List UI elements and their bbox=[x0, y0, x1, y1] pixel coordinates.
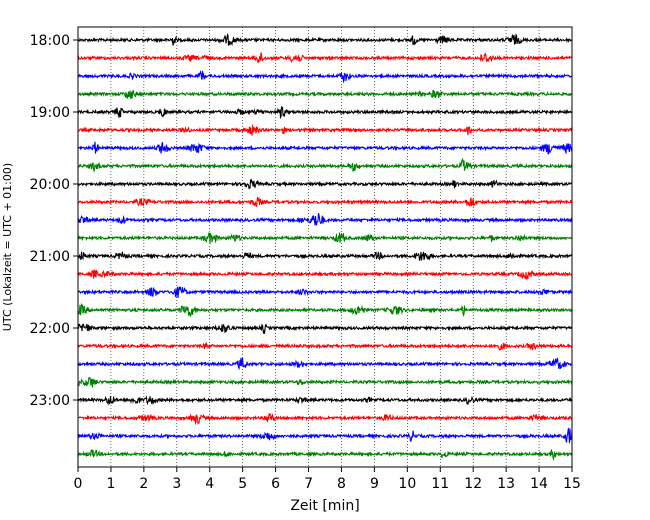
y-axis-ticks: 18:00 19:00 20:00 21:00 22:00 23:00 bbox=[30, 33, 78, 409]
seismogram-trace bbox=[77, 269, 573, 281]
x-tick-label: 14 bbox=[530, 476, 548, 492]
y-tick-label: 21:00 bbox=[30, 249, 70, 265]
y-tick-label: 22:00 bbox=[30, 321, 70, 337]
seismogram-trace bbox=[77, 286, 573, 298]
seismogram-trace bbox=[77, 178, 573, 190]
seismogram-trace bbox=[77, 69, 573, 84]
seismogram-trace bbox=[77, 32, 573, 47]
seismogram-trace bbox=[77, 141, 573, 155]
seismogram-trace bbox=[77, 124, 573, 136]
seismogram-trace bbox=[77, 232, 573, 245]
x-tick-label: 3 bbox=[172, 476, 181, 492]
x-tick-label: 4 bbox=[205, 476, 214, 492]
x-tick-label: 8 bbox=[337, 476, 346, 492]
y-tick-label: 20:00 bbox=[30, 177, 70, 193]
seismogram-trace bbox=[77, 357, 573, 371]
seismogram-trace bbox=[77, 427, 573, 444]
x-tick-label: 2 bbox=[139, 476, 148, 492]
seismogram-trace bbox=[77, 395, 573, 406]
grid-lines bbox=[110, 27, 540, 467]
seismogram-trace bbox=[77, 323, 573, 334]
x-tick-label: 1 bbox=[106, 476, 115, 492]
seismogram-trace bbox=[77, 302, 573, 318]
seismogram-trace bbox=[77, 342, 573, 351]
seismogram-trace bbox=[77, 213, 573, 226]
trace-layer bbox=[77, 32, 573, 462]
x-tick-label: 12 bbox=[464, 476, 482, 492]
x-tick-label: 9 bbox=[370, 476, 379, 492]
seismogram-trace bbox=[77, 413, 573, 426]
seismogram-trace bbox=[77, 376, 573, 388]
y-tick-label: 23:00 bbox=[30, 393, 70, 409]
y-tick-label: 19:00 bbox=[30, 105, 70, 121]
x-tick-label: 11 bbox=[431, 476, 449, 492]
x-axis-label: Zeit [min] bbox=[290, 498, 359, 514]
y-tick-label: 18:00 bbox=[30, 33, 70, 49]
x-tick-label: 6 bbox=[271, 476, 280, 492]
seismogram-trace bbox=[77, 106, 573, 120]
seismogram-trace bbox=[77, 52, 573, 64]
y-axis-label: UTC (Lokalzeit = UTC + 01:00) bbox=[1, 163, 14, 331]
x-axis-ticks: 0 1 2 3 4 5 6 7 8 9 10 11 12 13 14 15 bbox=[74, 467, 581, 492]
seismogram-trace bbox=[77, 157, 573, 174]
x-tick-label: 5 bbox=[238, 476, 247, 492]
seismogram-trace bbox=[77, 89, 573, 100]
seismogram-trace bbox=[77, 448, 573, 462]
x-tick-label: 13 bbox=[497, 476, 515, 492]
seismogram-trace bbox=[77, 196, 573, 208]
x-tick-label: 0 bbox=[74, 476, 83, 492]
x-tick-label: 7 bbox=[304, 476, 313, 492]
x-tick-label: 10 bbox=[398, 476, 416, 492]
plot-frame bbox=[77, 26, 573, 468]
seismogram-trace bbox=[77, 250, 573, 261]
x-tick-label: 15 bbox=[563, 476, 581, 492]
